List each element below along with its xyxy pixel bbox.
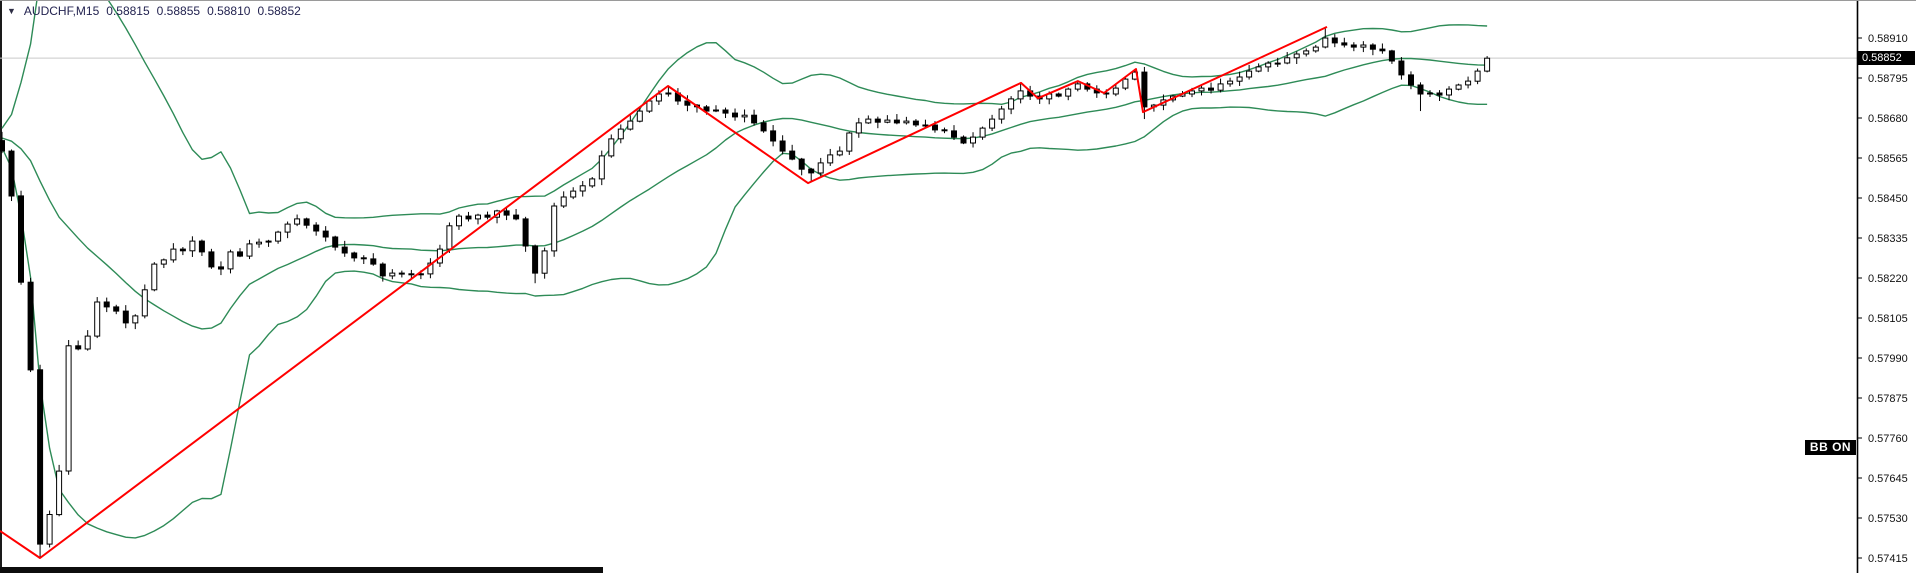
symbol-timeframe-label: AUDCHF,M15 (23, 4, 100, 18)
bb-toggle-badge[interactable]: BB ON (1805, 440, 1856, 455)
window-bottom-strip (0, 567, 603, 573)
chart-header: ▼ AUDCHF,M15 0.58815 0.58855 0.58810 0.5… (7, 5, 301, 18)
ohlc-low-value: 0.58810 (207, 4, 251, 18)
ohlc-close-value: 0.58852 (257, 4, 301, 18)
price-tick-label: 0.58450 (1868, 193, 1908, 205)
ohlc-open-value: 0.58815 (106, 4, 150, 18)
price-tick-label: 0.58335 (1868, 233, 1908, 245)
price-axis[interactable]: 0.58910 0.58795 0.58680 0.58565 0.58450 0.583… (1856, 1, 1908, 573)
price-tick-label: 0.57645 (1868, 473, 1908, 485)
price-tick-label: 0.58565 (1868, 153, 1908, 165)
price-tick-label: 0.58795 (1868, 73, 1908, 85)
zigzag-line (0, 25, 1328, 559)
candles (0, 26, 1491, 559)
ohlc-high-value: 0.58855 (156, 4, 201, 18)
price-tick-label: 0.58105 (1868, 313, 1908, 325)
price-tick-label: 0.58220 (1868, 273, 1908, 285)
price-tick-label: 0.57530 (1868, 513, 1908, 525)
price-tick-label: 0.57875 (1868, 393, 1908, 405)
price-tick-label: 0.58680 (1868, 113, 1908, 125)
symbol-dropdown-icon[interactable]: ▼ (7, 6, 16, 16)
window-left-border (0, 1, 2, 573)
current-price-badge: 0.58852 (1858, 51, 1915, 65)
price-tick-label: 0.57415 (1868, 553, 1908, 565)
price-tick-label: 0.57990 (1868, 353, 1908, 365)
price-tick-label: 0.57760 (1868, 433, 1908, 445)
bollinger-bands (1, 1, 1488, 539)
price-tick-label: 0.58910 (1868, 33, 1908, 45)
